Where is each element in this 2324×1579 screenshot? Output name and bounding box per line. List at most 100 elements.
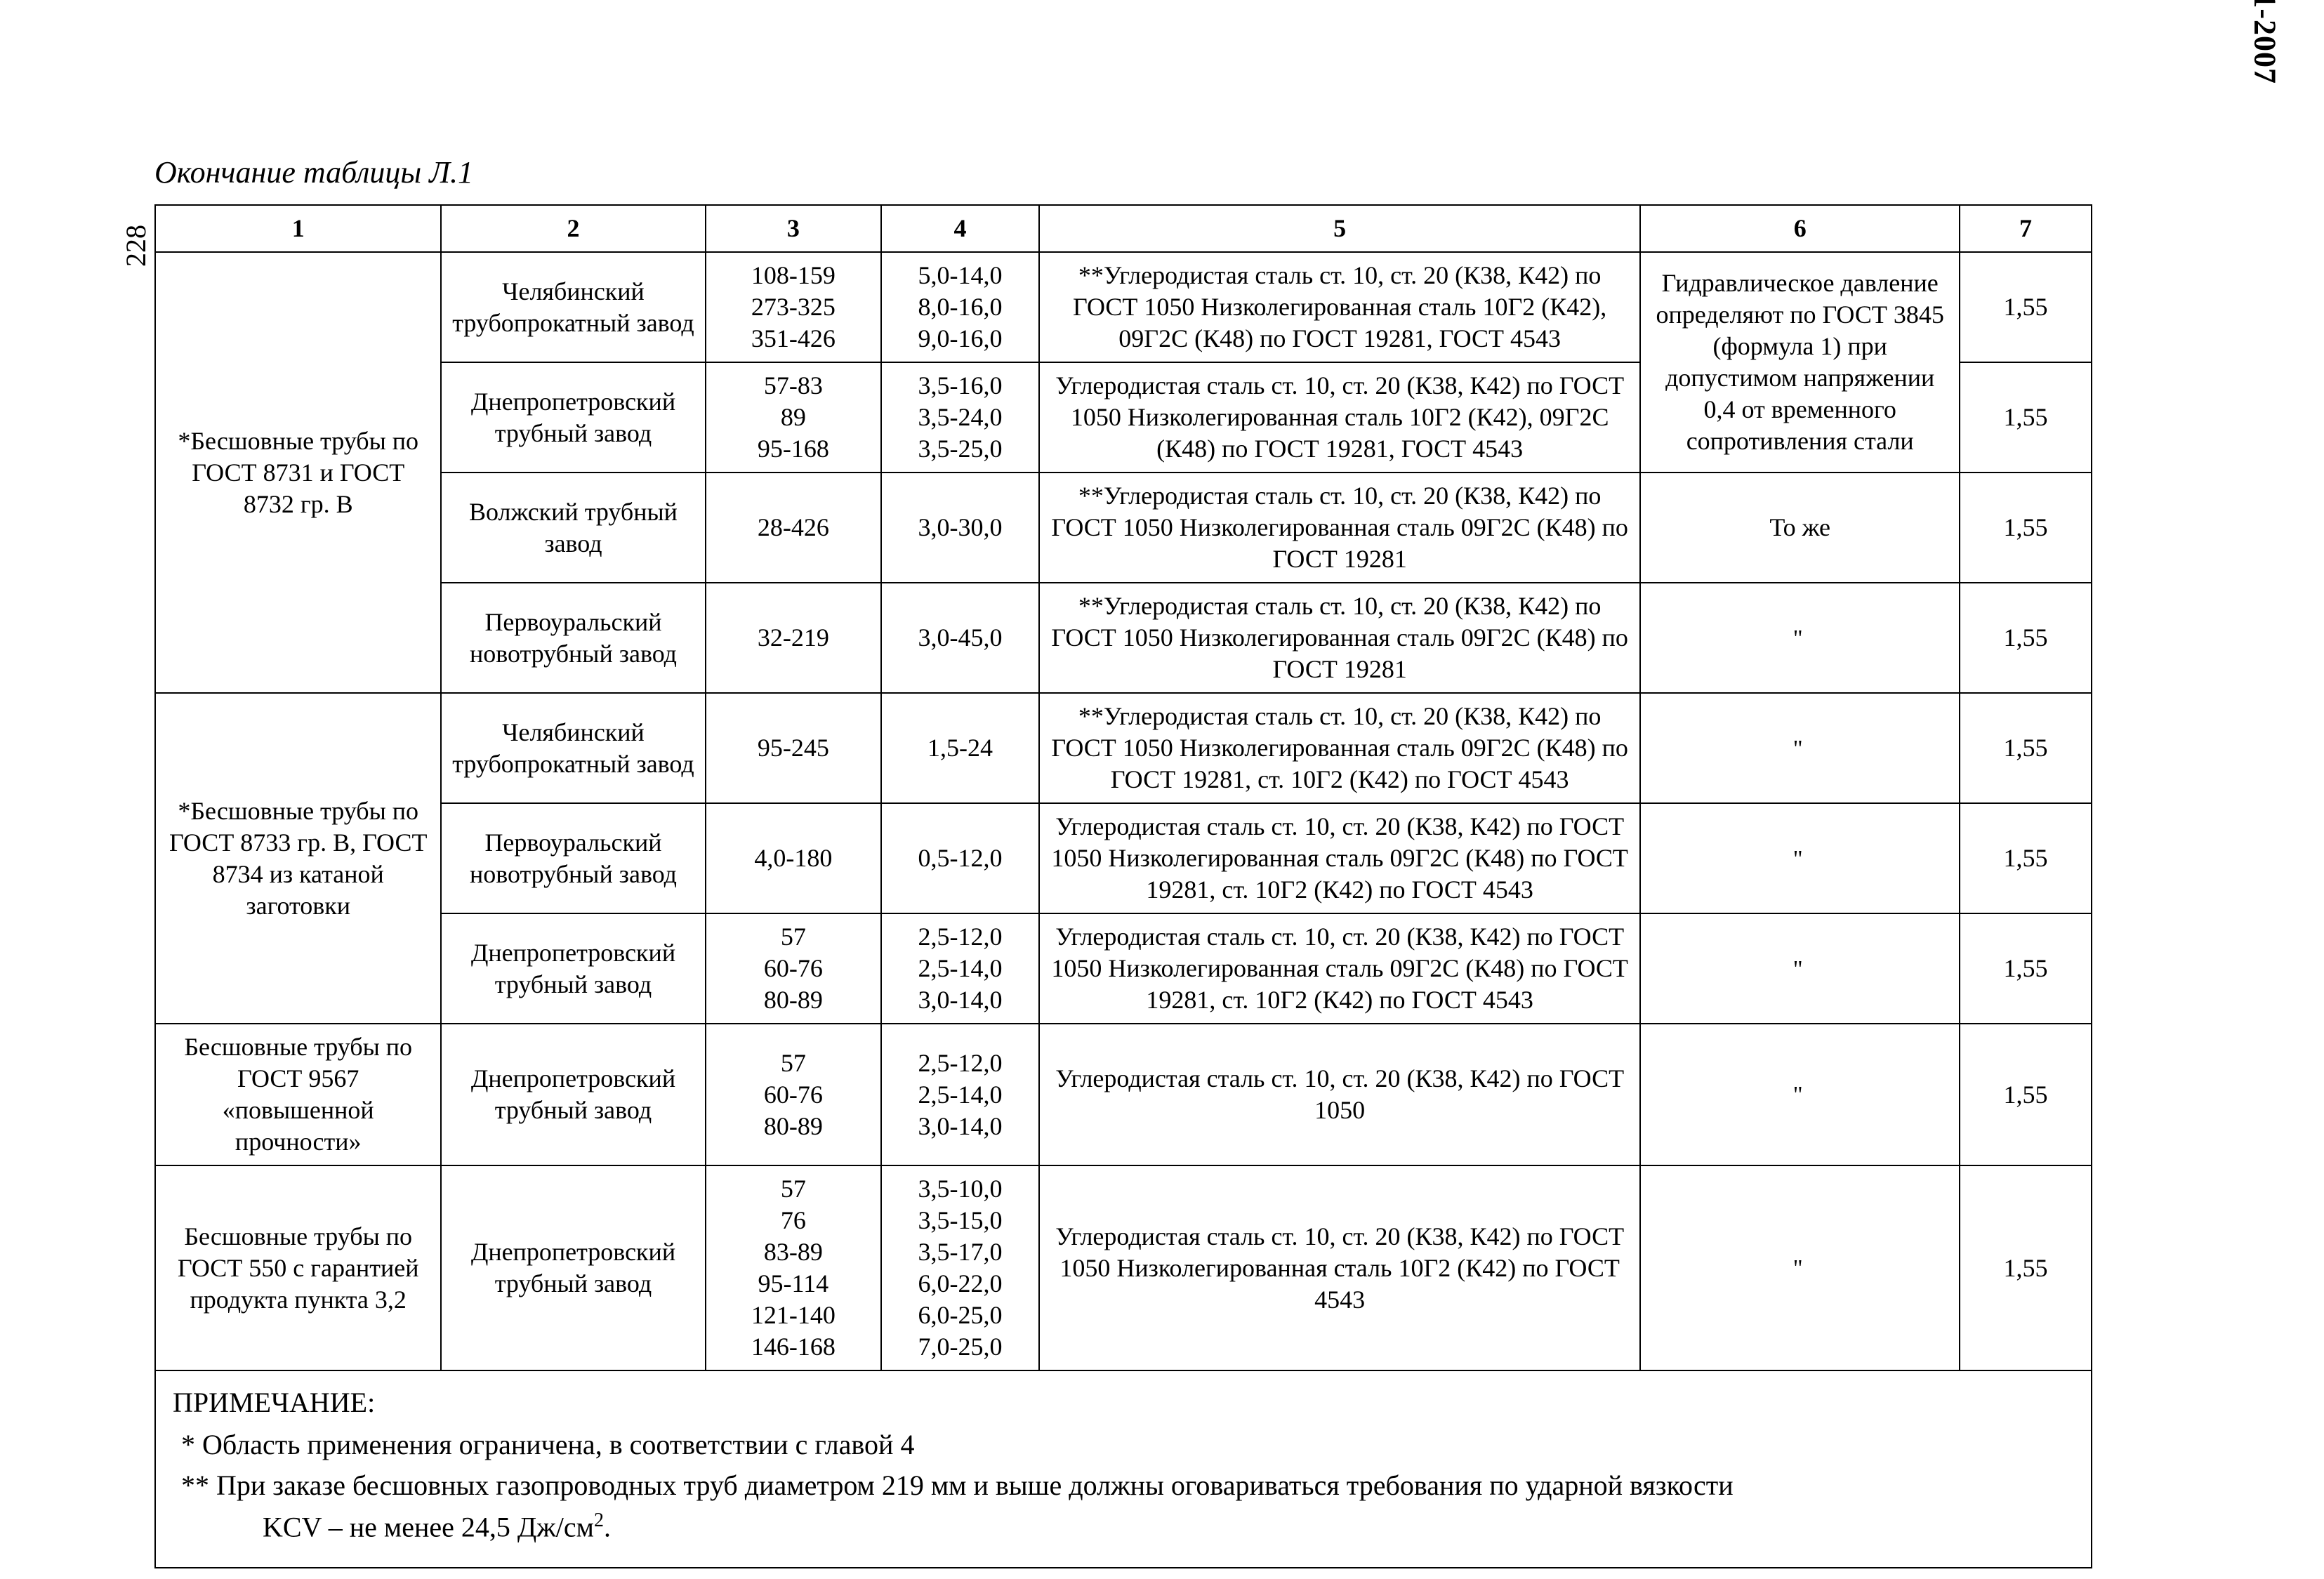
- coefficient-cell: 1,55: [1960, 473, 2092, 583]
- coefficient-cell: 1,55: [1960, 583, 2092, 693]
- manufacturer-cell: Днепропетровский трубный завод: [441, 362, 705, 473]
- steel-spec-cell: Углеродистая сталь ст. 10, ст. 20 (К38, …: [1039, 1024, 1641, 1165]
- manufacturer-cell: Днепропетровский трубный завод: [441, 1165, 705, 1370]
- table-cell: 3,5-10,03,5-15,03,5-17,06,0-22,06,0-25,0…: [881, 1165, 1039, 1370]
- table-row: *Бесшовные трубы по ГОСТ 8731 и ГОСТ 873…: [155, 252, 2092, 362]
- manufacturer-cell: Волжский трубный завод: [441, 473, 705, 583]
- pressure-spec-cell: ": [1640, 803, 1959, 913]
- manufacturer-cell: Первоуральский новотрубный завод: [441, 803, 705, 913]
- cell-line: 60-76: [716, 953, 871, 984]
- pressure-spec-cell: То же: [1640, 473, 1959, 583]
- table-cell: 28-426: [706, 473, 882, 583]
- cell-line: 273-325: [716, 291, 871, 323]
- steel-spec-cell: Углеродистая сталь ст. 10, ст. 20 (К38, …: [1039, 913, 1641, 1024]
- cell-line: 95-168: [716, 433, 871, 465]
- table-row: Бесшовные трубы по ГОСТ 550 с гарантией …: [155, 1165, 2092, 1370]
- cell-line: 121-140: [716, 1300, 871, 1331]
- coefficient-cell: 1,55: [1960, 1024, 2092, 1165]
- cell-line: 76: [716, 1205, 871, 1236]
- table-cell: 108-159273-325351-426: [706, 252, 882, 362]
- cell-line: 80-89: [716, 1111, 871, 1142]
- cell-line: 89: [716, 402, 871, 433]
- pressure-spec-cell: ": [1640, 913, 1959, 1024]
- cell-line: 83-89: [716, 1236, 871, 1268]
- cell-line: 3,5-10,0: [892, 1173, 1029, 1205]
- cell-line: 2,5-12,0: [892, 921, 1029, 953]
- cell-line: 6,0-25,0: [892, 1300, 1029, 1331]
- coefficient-cell: 1,55: [1960, 1165, 2092, 1370]
- cell-line: 4,0-180: [716, 843, 871, 874]
- table-cell: 4,0-180: [706, 803, 882, 913]
- side-header-standard-code: СТО Газпром 2-2.1-131-2007: [2247, 0, 2283, 84]
- ditto-mark: ": [1793, 1255, 1807, 1281]
- cell-line: 3,5-17,0: [892, 1236, 1029, 1268]
- table-cell: 95-245: [706, 693, 882, 803]
- cell-line: 57: [716, 1173, 871, 1205]
- table-cell: 3,0-30,0: [881, 473, 1039, 583]
- note-item-2-sub: KCV – не менее 24,5 Дж/см2.: [173, 1507, 2074, 1546]
- cell-line: 9,0-16,0: [892, 323, 1029, 355]
- coefficient-cell: 1,55: [1960, 693, 2092, 803]
- cell-line: 8,0-16,0: [892, 291, 1029, 323]
- page: СТО Газпром 2-2.1-131-2007 228 Окончание…: [0, 0, 2324, 1579]
- cell-line: 3,0-45,0: [892, 622, 1029, 654]
- pressure-spec-cell: Гидравлическое давление определяют по ГО…: [1640, 252, 1959, 473]
- table-row: *Бесшовные трубы по ГОСТ 8733 гр. В, ГОС…: [155, 693, 2092, 803]
- cell-line: 351-426: [716, 323, 871, 355]
- notes-title: ПРИМЕЧАНИЕ:: [173, 1384, 2074, 1422]
- pipe-type-cell: *Бесшовные трубы по ГОСТ 8731 и ГОСТ 873…: [155, 252, 441, 693]
- table-cell: 57-838995-168: [706, 362, 882, 473]
- cell-line: 3,0-14,0: [892, 1111, 1029, 1142]
- steel-spec-cell: Углеродистая сталь ст. 10, ст. 20 (К38, …: [1039, 1165, 1641, 1370]
- steel-spec-cell: **Углеродистая сталь ст. 10, ст. 20 (К38…: [1039, 583, 1641, 693]
- ditto-mark: ": [1793, 1082, 1807, 1108]
- table-cell: 0,5-12,0: [881, 803, 1039, 913]
- steel-spec-cell: Углеродистая сталь ст. 10, ст. 20 (К38, …: [1039, 362, 1641, 473]
- cell-line: 0,5-12,0: [892, 843, 1029, 874]
- pipes-spec-table: 1234567 *Бесшовные трубы по ГОСТ 8731 и …: [154, 204, 2092, 1371]
- cell-line: 28-426: [716, 512, 871, 543]
- steel-spec-cell: **Углеродистая сталь ст. 10, ст. 20 (К38…: [1039, 252, 1641, 362]
- pipe-type-cell: *Бесшовные трубы по ГОСТ 8733 гр. В, ГОС…: [155, 693, 441, 1024]
- column-header-4: 4: [881, 205, 1039, 252]
- note-item-1: * Область применения ограничена, в соотв…: [173, 1426, 2074, 1464]
- manufacturer-cell: Днепропетровский трубный завод: [441, 913, 705, 1024]
- table-cell: 5760-7680-89: [706, 913, 882, 1024]
- table-cell: 3,5-16,03,5-24,03,5-25,0: [881, 362, 1039, 473]
- manufacturer-cell: Днепропетровский трубный завод: [441, 1024, 705, 1165]
- table-header-row: 1234567: [155, 205, 2092, 252]
- cell-line: 2,5-14,0: [892, 1079, 1029, 1111]
- note-sup: 2: [594, 1509, 604, 1531]
- column-header-6: 6: [1640, 205, 1959, 252]
- table-row: Первоуральский новотрубный завод32-219 3,…: [155, 583, 2092, 693]
- ditto-mark: ": [1793, 846, 1807, 872]
- cell-line: 60-76: [716, 1079, 871, 1111]
- column-header-1: 1: [155, 205, 441, 252]
- table-cell: 577683-8995-114121-140146-168: [706, 1165, 882, 1370]
- table-row: Бесшовные трубы по ГОСТ 9567 «повышенной…: [155, 1024, 2092, 1165]
- cell-line: 146-168: [716, 1331, 871, 1363]
- steel-spec-cell: Углеродистая сталь ст. 10, ст. 20 (К38, …: [1039, 803, 1641, 913]
- table-row: Днепропетровский трубный завод5760-7680-…: [155, 913, 2092, 1024]
- coefficient-cell: 1,55: [1960, 362, 2092, 473]
- pressure-spec-cell: ": [1640, 693, 1959, 803]
- steel-spec-cell: **Углеродистая сталь ст. 10, ст. 20 (К38…: [1039, 693, 1641, 803]
- column-header-5: 5: [1039, 205, 1641, 252]
- manufacturer-cell: Первоуральский новотрубный завод: [441, 583, 705, 693]
- cell-line: 2,5-12,0: [892, 1048, 1029, 1079]
- cell-line: 3,5-25,0: [892, 433, 1029, 465]
- table-caption: Окончание таблицы Л.1: [154, 154, 2198, 190]
- table-cell: 2,5-12,02,5-14,03,0-14,0: [881, 913, 1039, 1024]
- ditto-mark: ": [1793, 626, 1807, 652]
- table-notes: ПРИМЕЧАНИЕ: * Область применения огранич…: [154, 1371, 2092, 1568]
- coefficient-cell: 1,55: [1960, 913, 2092, 1024]
- ditto-mark: ": [1793, 956, 1807, 982]
- table-cell: 32-219: [706, 583, 882, 693]
- cell-line: 95-114: [716, 1268, 871, 1300]
- pressure-spec-cell: ": [1640, 1165, 1959, 1370]
- column-header-3: 3: [706, 205, 882, 252]
- table-body: *Бесшовные трубы по ГОСТ 8731 и ГОСТ 873…: [155, 252, 2092, 1370]
- cell-line: 2,5-14,0: [892, 953, 1029, 984]
- column-header-2: 2: [441, 205, 705, 252]
- manufacturer-cell: Челябинский трубопрокатный завод: [441, 252, 705, 362]
